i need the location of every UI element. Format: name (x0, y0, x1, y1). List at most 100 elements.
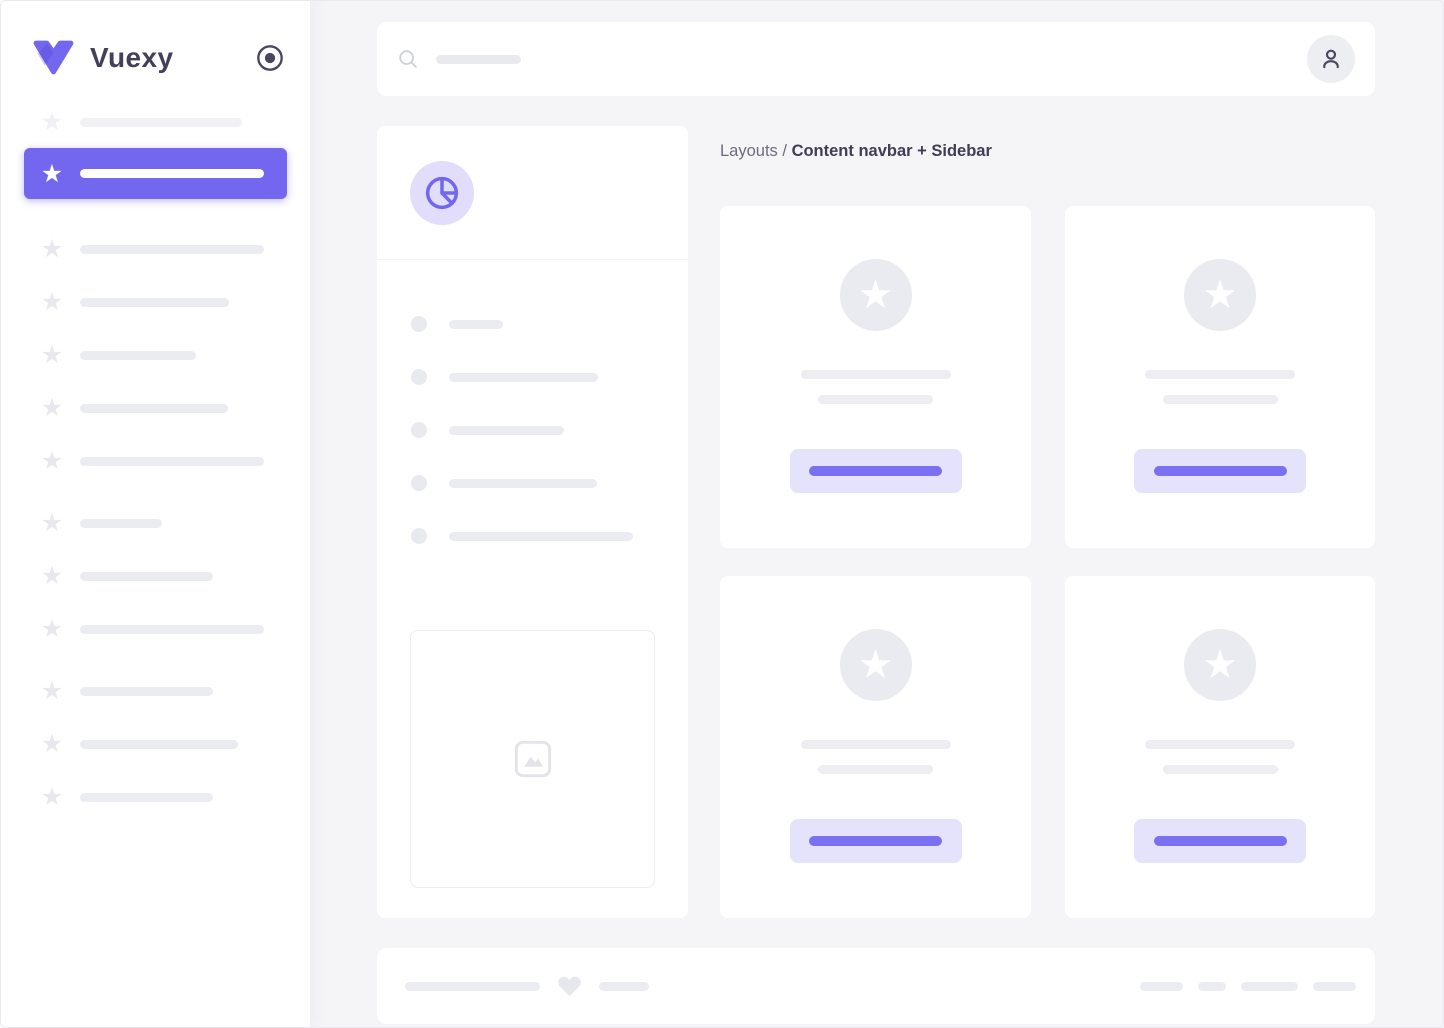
star-icon-circle: ★ (839, 259, 912, 331)
sidebar-item[interactable]: ★ (40, 562, 310, 590)
sidebar-item[interactable]: ★ (40, 783, 310, 811)
menu-label-bar (80, 739, 238, 749)
search-icon (397, 48, 419, 70)
sidebar-item[interactable]: ★ (40, 108, 310, 136)
breadcrumb-link-layouts[interactable]: Layouts (720, 142, 778, 160)
footer-text-bar (405, 981, 540, 991)
sidebar-item[interactable]: ★ (40, 288, 310, 316)
star-icon: ★ (40, 615, 64, 643)
bullet-dot (411, 475, 427, 491)
profile-list-item[interactable] (411, 422, 688, 438)
profile-card (377, 126, 688, 918)
card-action-button[interactable] (1134, 819, 1306, 863)
menu-label-bar (80, 350, 196, 360)
star-icon-circle: ★ (839, 629, 912, 701)
menu-label-bar (80, 169, 264, 178)
sidebar-item[interactable]: ★ (40, 615, 310, 643)
card-text-bar (818, 395, 933, 404)
card-action-button[interactable] (789, 819, 962, 863)
list-text-bar (449, 531, 633, 541)
card-action-button[interactable] (789, 449, 962, 493)
star-icon: ★ (40, 447, 64, 475)
menu-label-bar (80, 624, 264, 634)
footer-left (405, 973, 649, 999)
footer (377, 948, 1375, 1024)
promo-card: ★ (1065, 576, 1375, 918)
sidebar-section-1: ★ ★ ★ ★ ★ (0, 199, 310, 475)
star-icon: ★ (857, 643, 894, 687)
star-icon-circle: ★ (1184, 259, 1256, 331)
card-text-bar (1145, 740, 1295, 749)
sidebar-item[interactable]: ★ (40, 343, 310, 368)
footer-link-bar (1241, 981, 1298, 991)
card-text-bar (800, 370, 951, 379)
star-icon: ★ (40, 562, 64, 590)
star-icon: ★ (40, 108, 64, 136)
button-label-bar (1153, 836, 1287, 846)
user-icon (1318, 46, 1344, 72)
star-icon-circle: ★ (1184, 629, 1256, 701)
list-text-bar (449, 372, 598, 382)
heart-icon (556, 973, 583, 999)
star-icon: ★ (40, 730, 64, 758)
profile-icon-circle (410, 160, 474, 225)
search-input[interactable] (397, 48, 521, 70)
sidebar-menu: ★ ★ ★ ★ ★ ★ ★ ★ ★ ★ ★ ★ ★ (0, 108, 310, 811)
sidebar-item[interactable]: ★ (40, 677, 310, 705)
menu-label-bar (80, 686, 213, 696)
star-icon: ★ (1202, 643, 1238, 687)
menu-label-bar (80, 244, 264, 254)
menu-label-bar (80, 792, 213, 802)
promo-card: ★ (720, 206, 1031, 548)
image-placeholder (410, 630, 655, 888)
user-avatar-button[interactable] (1307, 35, 1355, 83)
bullet-dot (411, 316, 427, 332)
top-navbar (377, 22, 1375, 96)
brand-name[interactable]: Vuexy (90, 41, 174, 73)
list-text-bar (449, 319, 503, 329)
menu-label-bar (80, 456, 264, 466)
star-icon: ★ (40, 783, 64, 811)
sidebar-item-active[interactable]: ★ (24, 148, 287, 199)
menu-pin-toggle[interactable] (256, 44, 284, 72)
bullet-dot (411, 422, 427, 438)
star-icon: ★ (40, 677, 64, 705)
profile-list-item[interactable] (411, 369, 688, 385)
footer-link-bar (1140, 981, 1183, 991)
sidebar-item[interactable]: ★ (40, 509, 310, 537)
star-icon: ★ (1202, 273, 1238, 317)
star-icon: ★ (40, 509, 64, 537)
profile-list-item[interactable] (411, 316, 688, 332)
star-icon: ★ (40, 159, 64, 188)
sidebar-item[interactable]: ★ (40, 447, 310, 475)
sidebar-section-2: ★ ★ ★ (0, 473, 310, 643)
button-label-bar (1153, 466, 1287, 476)
profile-list (377, 316, 688, 544)
star-icon: ★ (40, 288, 64, 316)
card-text-bar (818, 765, 933, 774)
sidebar: Vuexy ★ ★ ★ ★ ★ ★ ★ ★ ★ ★ ★ ★ ★ (0, 0, 310, 1028)
list-text-bar (449, 478, 597, 488)
image-icon (513, 739, 553, 779)
sidebar-item[interactable]: ★ (40, 730, 310, 758)
profile-list-item[interactable] (411, 475, 688, 491)
button-label-bar (809, 466, 942, 476)
star-icon: ★ (857, 273, 894, 317)
radio-dot-icon (256, 44, 284, 72)
promo-card: ★ (720, 576, 1031, 918)
star-icon: ★ (40, 394, 64, 422)
button-label-bar (809, 836, 942, 846)
menu-label-bar (80, 571, 213, 581)
breadcrumb-separator: / (777, 142, 792, 160)
profile-card-header (377, 126, 688, 260)
card-action-button[interactable] (1134, 449, 1306, 493)
sidebar-item[interactable]: ★ (40, 237, 310, 262)
footer-right (1140, 981, 1356, 991)
search-placeholder-bar (436, 54, 521, 64)
sidebar-item[interactable]: ★ (40, 394, 310, 422)
vuexy-logo-icon[interactable] (30, 40, 77, 75)
footer-link-bar (1198, 981, 1226, 991)
card-text-bar (1145, 370, 1295, 379)
menu-label-bar (80, 518, 162, 528)
profile-list-item[interactable] (411, 528, 688, 544)
